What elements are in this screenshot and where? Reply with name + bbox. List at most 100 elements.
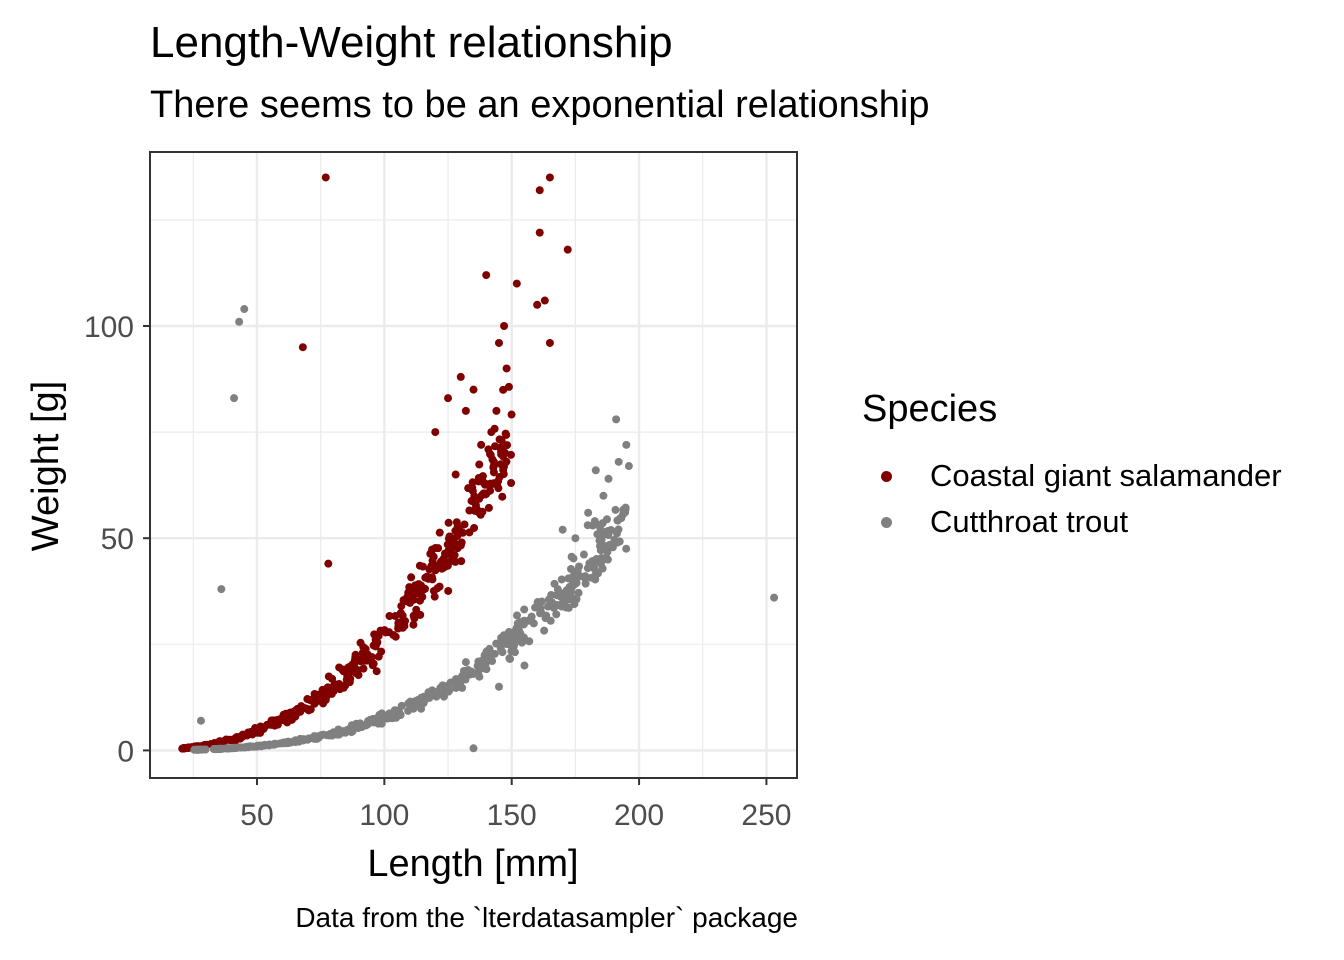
data-point [553, 585, 562, 594]
data-point [356, 719, 365, 728]
x-tick-label: 100 [359, 799, 409, 832]
data-point [557, 575, 566, 584]
data-point [300, 735, 309, 744]
data-point [622, 544, 631, 553]
data-point [596, 525, 605, 534]
data-point [321, 173, 330, 182]
data-point [256, 722, 265, 731]
data-point [494, 338, 503, 347]
y-tick-label: 50 [101, 523, 134, 556]
data-point [583, 521, 592, 530]
data-point [456, 372, 465, 381]
data-point [371, 635, 380, 644]
data-point [445, 549, 454, 558]
legend-label: Cutthroat trout [930, 504, 1129, 539]
data-point [409, 620, 418, 629]
data-point [599, 541, 608, 550]
data-point [502, 364, 511, 373]
data-point [298, 343, 307, 352]
y-tick-label: 100 [84, 311, 134, 344]
data-point [419, 699, 428, 708]
data-point [520, 605, 529, 614]
data-point [485, 644, 494, 653]
data-point [359, 664, 368, 673]
data-point [324, 559, 333, 568]
y-tick-label: 0 [117, 735, 134, 768]
data-point [391, 632, 400, 641]
data-point [507, 410, 516, 419]
data-point [489, 463, 498, 472]
data-point [513, 630, 522, 639]
data-point [279, 710, 288, 719]
data-point [552, 610, 561, 619]
data-point [504, 382, 513, 391]
data-point [591, 575, 600, 584]
data-point [533, 300, 542, 309]
data-point [403, 592, 412, 601]
data-point [461, 406, 470, 415]
data-point [452, 678, 461, 687]
data-point [335, 679, 344, 688]
data-point [598, 555, 607, 564]
data-point [513, 611, 522, 620]
data-point [430, 592, 439, 601]
data-point [369, 718, 378, 727]
data-point [562, 592, 571, 601]
data-point [279, 738, 288, 747]
data-point [458, 528, 467, 537]
data-point [477, 440, 486, 449]
data-point [323, 683, 332, 692]
data-point [240, 305, 249, 314]
data-point [435, 528, 444, 537]
data-point [412, 605, 421, 614]
data-point [624, 462, 633, 471]
data-point [452, 683, 461, 692]
data-point [348, 725, 357, 734]
data-point [572, 595, 581, 604]
data-point [610, 535, 619, 544]
data-point [501, 448, 510, 457]
data-point [213, 745, 222, 754]
data-point [350, 656, 359, 665]
data-point [457, 538, 466, 547]
data-point [535, 228, 544, 237]
data-point [484, 445, 493, 454]
data-point [337, 728, 346, 737]
data-point [222, 744, 231, 753]
data-point [341, 668, 350, 677]
data-point [613, 516, 622, 525]
data-point [273, 720, 282, 729]
data-point [384, 710, 393, 719]
data-point [428, 545, 437, 554]
data-point [235, 317, 244, 326]
data-point [614, 457, 623, 466]
data-point [507, 479, 516, 488]
data-point [418, 592, 427, 601]
series-1 [178, 173, 572, 753]
data-point [358, 656, 367, 665]
data-point [469, 385, 478, 394]
data-point [486, 479, 495, 488]
data-point [508, 643, 517, 652]
grid-lines [150, 152, 797, 778]
data-point [405, 584, 414, 593]
data-point [458, 683, 467, 692]
data-point [311, 698, 320, 707]
data-point [567, 583, 576, 592]
data-point [371, 642, 380, 651]
data-point [604, 474, 613, 483]
data-point [234, 733, 243, 742]
data-point [394, 622, 403, 631]
data-point [497, 633, 506, 642]
data-point [540, 626, 549, 635]
data-point [451, 470, 460, 479]
data-point [237, 743, 246, 752]
x-tick-label: 200 [614, 799, 664, 832]
chart-subtitle: There seems to be an exponential relatio… [150, 84, 930, 126]
data-point [215, 737, 224, 746]
data-point [407, 573, 416, 582]
data-point [356, 638, 365, 647]
trout-dot-icon [880, 516, 892, 528]
data-point [436, 562, 445, 571]
data-point [545, 338, 554, 347]
